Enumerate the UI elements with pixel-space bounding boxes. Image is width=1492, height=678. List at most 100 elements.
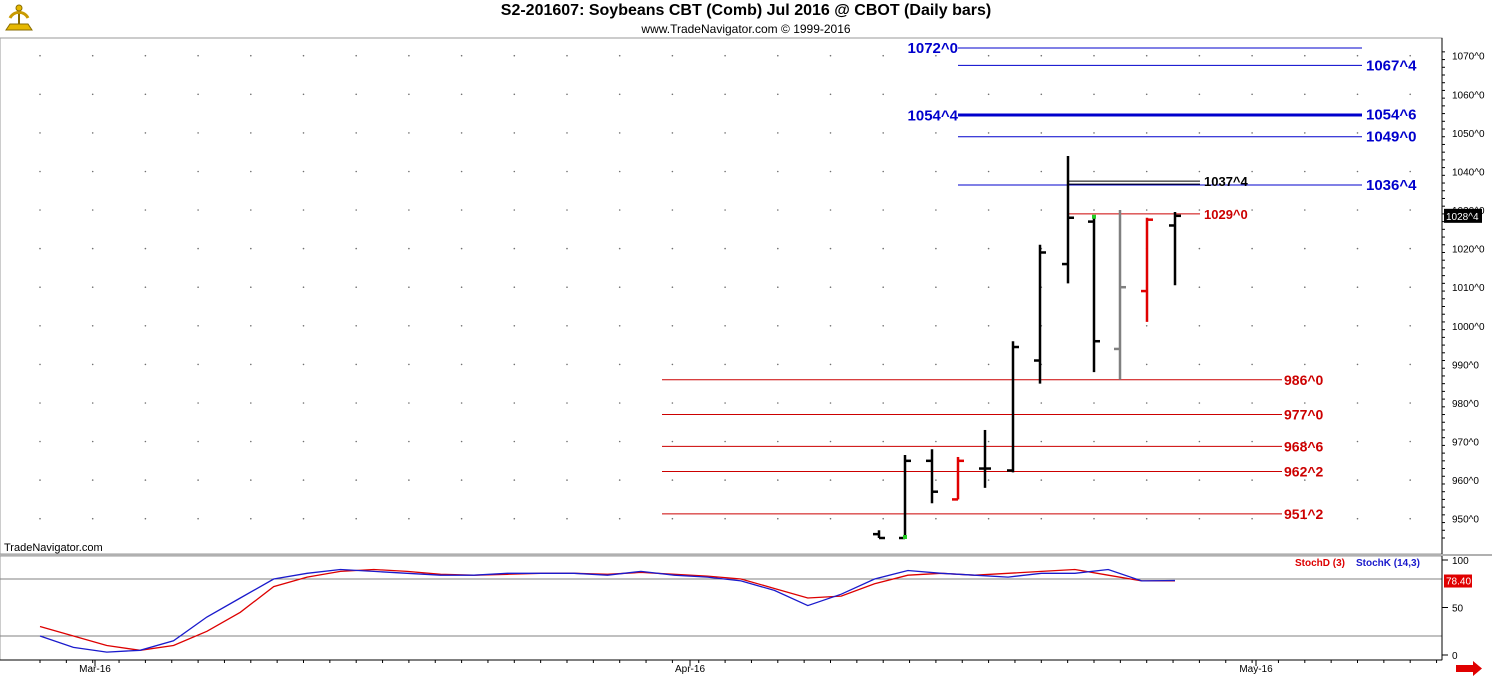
price-bar[interactable] xyxy=(1088,217,1100,373)
grid-dot xyxy=(1040,54,1043,57)
grid-dot xyxy=(460,440,463,443)
grid-dot xyxy=(724,54,726,57)
grid-dot xyxy=(987,132,990,134)
grid-dot xyxy=(302,93,305,96)
grid-dot xyxy=(408,247,410,250)
grid-dot xyxy=(144,325,147,327)
grid-dot xyxy=(987,93,990,96)
stoch-value-label: 78.40 xyxy=(1446,577,1471,588)
grid-dot xyxy=(618,440,621,443)
price-tick-label: 1020^0 xyxy=(1452,245,1485,256)
grid-dot xyxy=(513,479,516,481)
grid-dot xyxy=(618,209,621,211)
grid-dot xyxy=(724,363,726,366)
grid-dot xyxy=(1304,247,1306,250)
date-axis: Mar-16 Apr-16 May-16 xyxy=(0,659,1442,675)
grid-dot xyxy=(513,286,516,289)
grid-dot xyxy=(1356,517,1359,520)
grid-dot xyxy=(566,247,568,250)
grid-dot xyxy=(39,209,41,211)
stoch-value-badge xyxy=(1444,574,1472,588)
price-bar[interactable] xyxy=(1141,217,1153,322)
grid-dot xyxy=(302,479,305,481)
grid-dot xyxy=(1251,247,1253,250)
chart-frame xyxy=(0,37,1492,661)
grid-dot xyxy=(1409,170,1411,173)
price-bar[interactable] xyxy=(1062,156,1074,284)
grid-dot xyxy=(777,517,779,520)
grid-dot xyxy=(1093,517,1095,520)
price-bars[interactable] xyxy=(873,156,1181,540)
price-tick-label: 1060^0 xyxy=(1452,90,1485,101)
price-bar[interactable] xyxy=(1034,244,1046,384)
grid-dot xyxy=(460,402,463,404)
grid-dot xyxy=(724,132,726,134)
price-tick-label: 960^0 xyxy=(1452,476,1479,487)
grid-dot xyxy=(671,247,674,250)
price-bar[interactable] xyxy=(1114,210,1126,380)
grid-dot xyxy=(987,209,990,211)
level-label: 1037^4 xyxy=(1204,174,1249,189)
level-label: 951^2 xyxy=(1284,506,1324,522)
grid-dot xyxy=(777,132,779,134)
grid-dot xyxy=(197,363,199,366)
grid-dot xyxy=(1198,170,1201,173)
grid-dot xyxy=(1145,325,1148,327)
grid-dot xyxy=(724,286,726,289)
grid-dot xyxy=(618,93,621,96)
grid-dot xyxy=(1040,93,1043,96)
grid-dot xyxy=(1356,479,1359,481)
grid-dot xyxy=(197,325,199,327)
grid-dot xyxy=(1198,54,1201,57)
grid-dot xyxy=(39,132,41,134)
grid-dot xyxy=(671,325,674,327)
grid-dot xyxy=(197,479,199,481)
grid-dot xyxy=(355,170,358,173)
grid-dot xyxy=(566,325,568,327)
price-bar[interactable] xyxy=(1169,211,1181,286)
grid-dot xyxy=(1145,54,1148,57)
grid-dot xyxy=(935,247,937,250)
price-bar[interactable] xyxy=(1007,341,1019,473)
grid-dot xyxy=(671,363,674,366)
grid-dot xyxy=(1356,170,1359,173)
grid-dot xyxy=(671,209,674,211)
grid-dot xyxy=(618,517,621,520)
grid-dot xyxy=(987,325,990,327)
grid-dot xyxy=(1356,132,1359,134)
arrow-right-icon[interactable] xyxy=(1456,661,1482,676)
grid-dot xyxy=(1198,209,1201,211)
date-label: May-16 xyxy=(1239,664,1273,675)
grid-dot xyxy=(882,363,884,366)
grid-dot xyxy=(1356,402,1359,404)
grid-dot xyxy=(566,170,568,173)
chart-title: S2-201607: Soybeans CBT (Comb) Jul 2016 … xyxy=(500,2,992,19)
grid-dot xyxy=(408,54,410,57)
grid-dot xyxy=(355,286,358,289)
price-bar[interactable] xyxy=(926,449,938,504)
price-bar[interactable] xyxy=(873,530,885,540)
grid-dot xyxy=(882,325,884,327)
scroll-right-button[interactable] xyxy=(1452,661,1482,676)
grid-dot xyxy=(1409,247,1411,250)
grid-dot xyxy=(513,402,516,404)
grid-dot xyxy=(566,479,568,481)
grid-dot xyxy=(1304,479,1306,481)
grid-dot xyxy=(618,325,621,327)
grid-dot xyxy=(197,54,199,57)
grid-dot xyxy=(829,93,832,96)
price-bar[interactable] xyxy=(979,429,991,488)
grid-dot xyxy=(250,363,252,366)
grid-dot xyxy=(91,247,94,250)
grid-dot xyxy=(935,93,937,96)
grid-dot xyxy=(566,209,568,211)
level-label: 1036^4 xyxy=(1366,177,1417,194)
grid-dot xyxy=(882,517,884,520)
grid-dot xyxy=(144,517,147,520)
price-tick-label: 1070^0 xyxy=(1452,52,1485,63)
grid-dot xyxy=(618,363,621,366)
grid-dot xyxy=(355,247,358,250)
price-bar[interactable] xyxy=(952,456,964,501)
grid-dot xyxy=(460,363,463,366)
